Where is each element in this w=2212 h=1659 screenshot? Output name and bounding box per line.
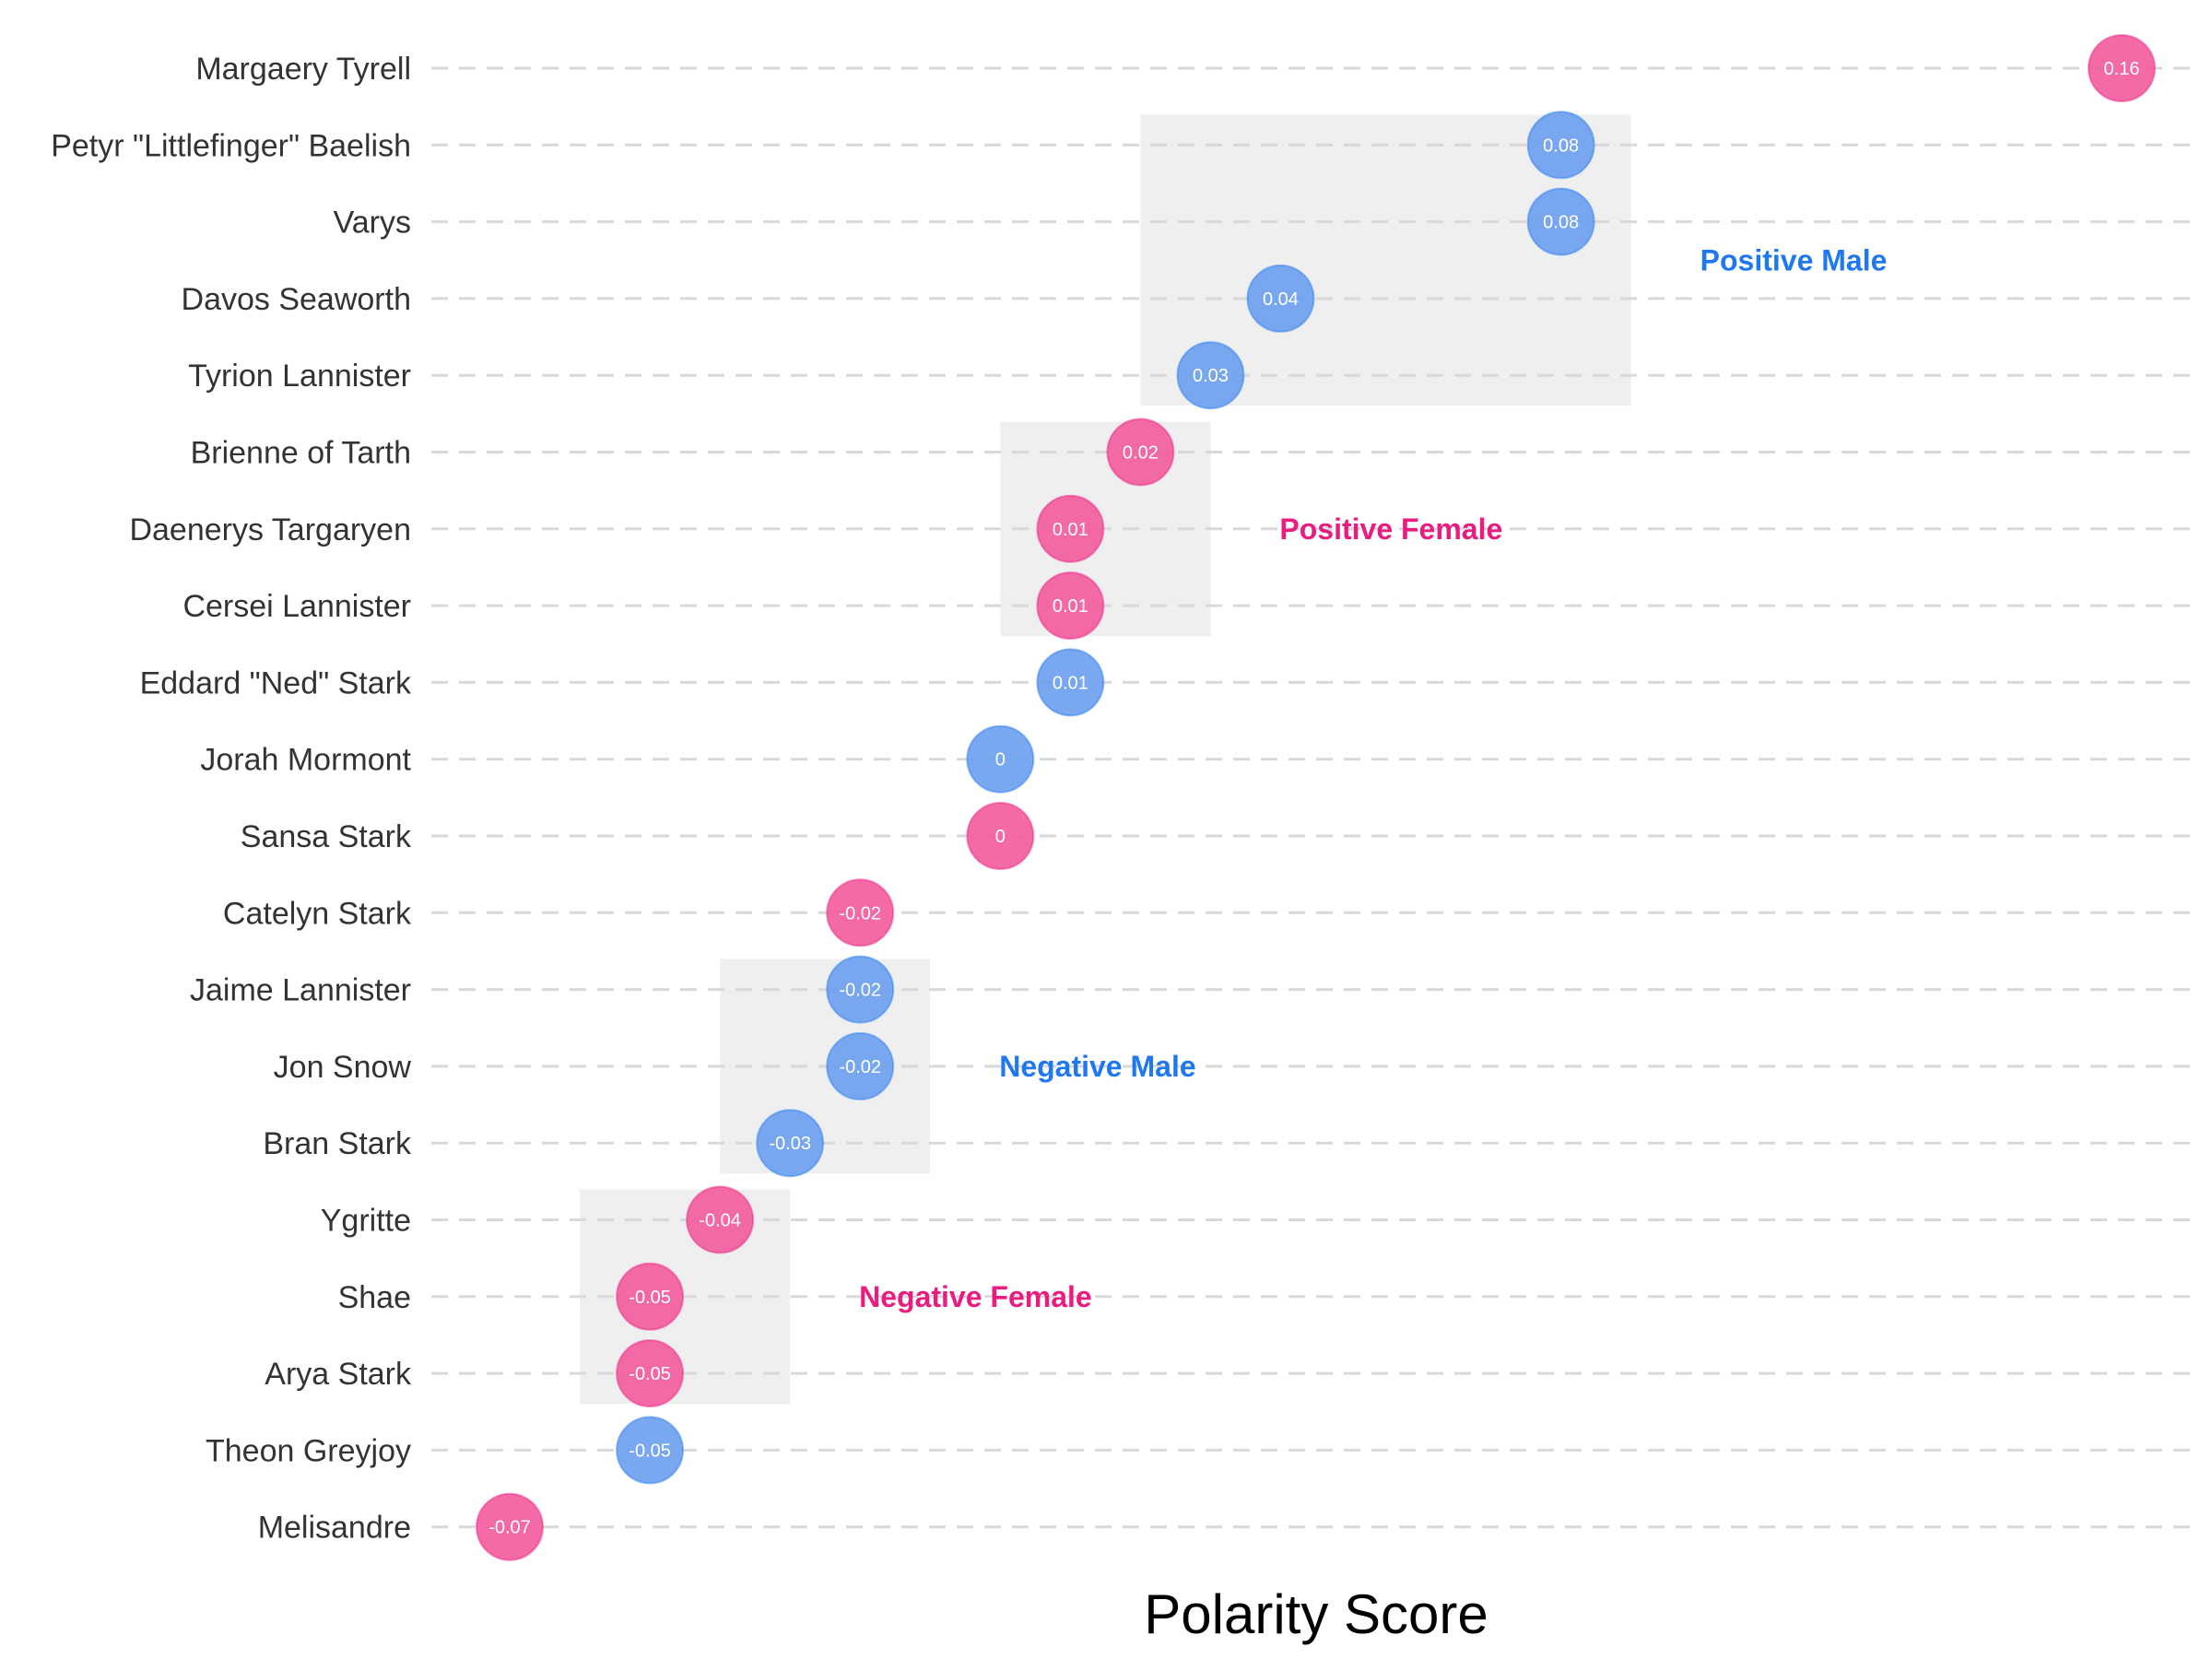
name-label-brienne-of-tarth: Brienne of Tarth — [191, 436, 411, 471]
point-arya-stark — [616, 1339, 685, 1408]
point-petyr-littlefinger-baelish — [1526, 111, 1595, 180]
point-theon-greyjoy — [616, 1416, 685, 1485]
value-label-davos-seaworth: 0.04 — [1263, 289, 1299, 310]
point-ygritte — [686, 1185, 755, 1254]
value-label-catelyn-stark: -0.02 — [839, 903, 881, 924]
point-jon-snow — [826, 1031, 895, 1100]
point-brienne-of-tarth — [1106, 418, 1175, 487]
point-varys — [1526, 187, 1595, 256]
value-label-shae: -0.05 — [629, 1288, 671, 1308]
row-guides — [431, 66, 2194, 1529]
group-label-positive-female: Positive Female — [1279, 512, 1502, 546]
value-label-melisandre: -0.07 — [488, 1518, 531, 1538]
point-sansa-stark — [966, 802, 1035, 870]
point-bran-stark — [756, 1109, 825, 1178]
point-melisandre — [476, 1492, 544, 1561]
point-tyrion-lannister — [1176, 341, 1245, 410]
name-label-daenerys-targaryen: Daenerys Targaryen — [129, 512, 411, 547]
value-label-eddard-ned-stark: 0.01 — [1053, 673, 1088, 693]
name-label-eddard-ned-stark: Eddard "Ned" Stark — [140, 665, 412, 700]
name-label-ygritte: Ygritte — [321, 1204, 411, 1239]
value-label-bran-stark: -0.03 — [769, 1134, 811, 1154]
value-label-petyr-littlefinger-baelish: 0.08 — [1543, 135, 1579, 156]
name-label-melisandre: Melisandre — [258, 1511, 411, 1546]
name-label-jorah-mormont: Jorah Mormont — [200, 743, 411, 778]
name-label-margaery-tyrell: Margaery Tyrell — [195, 52, 411, 87]
value-label-ygritte: -0.04 — [699, 1211, 741, 1231]
value-label-cersei-lannister: 0.01 — [1053, 596, 1088, 617]
value-label-brienne-of-tarth: 0.02 — [1123, 443, 1159, 464]
value-label-varys: 0.08 — [1543, 213, 1579, 233]
group-labels: Positive Male Positive Female Negative Mal… — [859, 243, 1887, 1313]
group-label-negative-male: Negative Male — [999, 1050, 1195, 1083]
character-labels: Margaery Tyrell Petyr "Littlefinger" Bael… — [51, 52, 412, 1546]
name-label-petyr-littlefinger-baelish: Petyr "Littlefinger" Baelish — [51, 128, 411, 163]
name-label-catelyn-stark: Catelyn Stark — [223, 896, 412, 931]
value-label-arya-stark: -0.05 — [629, 1364, 671, 1384]
value-label-sansa-stark: 0 — [995, 827, 1006, 847]
value-label-tyrion-lannister: 0.03 — [1193, 366, 1229, 386]
group-label-negative-female: Negative Female — [859, 1280, 1092, 1313]
name-label-tyrion-lannister: Tyrion Lannister — [188, 359, 411, 394]
name-label-sansa-stark: Sansa Stark — [241, 819, 412, 854]
point-jaime-lannister — [826, 955, 895, 1024]
data-points: 0.16 0.08 0.08 0.04 0.03 0.02 0.01 0.01 0.01 0 0 -0… — [476, 34, 2156, 1561]
point-davos-seaworth — [1246, 264, 1315, 333]
value-label-daenerys-targaryen: 0.01 — [1053, 520, 1088, 540]
name-label-arya-stark: Arya Stark — [265, 1357, 412, 1392]
name-label-jon-snow: Jon Snow — [274, 1050, 412, 1085]
name-label-bran-stark: Bran Stark — [263, 1126, 412, 1161]
point-cersei-lannister — [1036, 571, 1105, 641]
x-axis-title: Polarity Score — [1144, 1583, 1488, 1645]
point-daenerys-targaryen — [1036, 494, 1105, 563]
name-label-shae: Shae — [338, 1280, 411, 1315]
value-label-jorah-mormont: 0 — [995, 750, 1006, 771]
name-label-jaime-lannister: Jaime Lannister — [190, 973, 411, 1008]
name-label-cersei-lannister: Cersei Lannister — [182, 589, 411, 624]
point-margaery-tyrell — [2088, 34, 2156, 102]
name-label-theon-greyjoy: Theon Greyjoy — [206, 1433, 411, 1468]
name-label-varys: Varys — [334, 206, 411, 241]
point-eddard-ned-stark — [1036, 648, 1105, 717]
group-label-positive-male: Positive Male — [1700, 243, 1888, 276]
name-label-davos-seaworth: Davos Seaworth — [182, 282, 411, 317]
point-shae — [616, 1262, 685, 1331]
point-catelyn-stark — [826, 878, 895, 947]
value-label-jaime-lannister: -0.02 — [839, 981, 881, 1001]
value-label-theon-greyjoy: -0.05 — [629, 1441, 671, 1461]
value-label-jon-snow: -0.02 — [839, 1057, 881, 1077]
point-jorah-mormont — [966, 724, 1035, 794]
value-label-margaery-tyrell: 0.16 — [2104, 59, 2140, 79]
